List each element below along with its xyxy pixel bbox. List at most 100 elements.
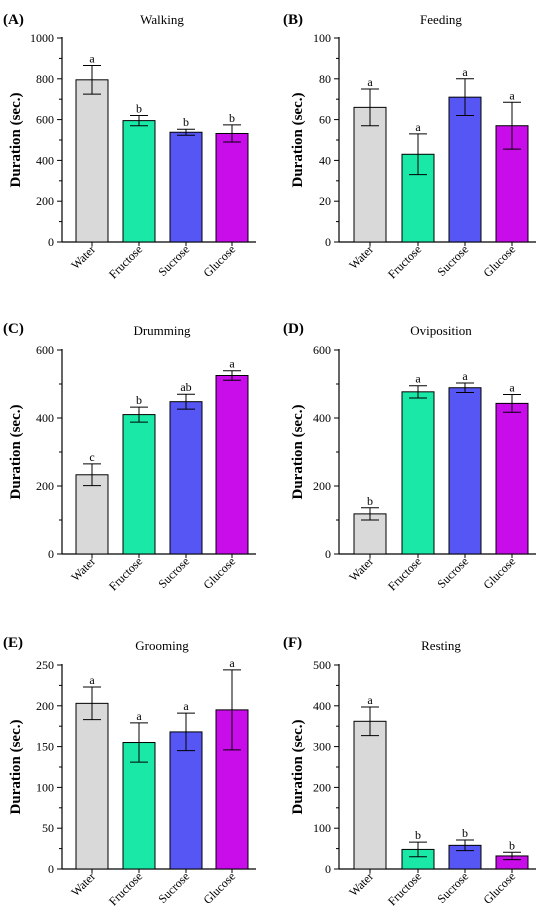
- x-category-label: Water: [346, 554, 376, 584]
- chart-panel: (A) Walking Duration (sec.) 0 200 400 600 800 10…: [3, 12, 256, 281]
- y-tick-label: 400: [36, 411, 54, 425]
- chart-panel: (C) Drumming Duration (sec.) 0 200 400 600 c Wat…: [3, 321, 256, 593]
- significance-label: a: [509, 381, 515, 395]
- chart-title: Grooming: [135, 638, 189, 653]
- y-tick-label: 600: [36, 113, 54, 127]
- x-category-label: Fructose: [106, 554, 145, 593]
- x-category-label: Sucrose: [155, 554, 192, 591]
- chart-title: Walking: [140, 12, 184, 27]
- chart-panel: (B) Feeding Duration (sec.) 0 20 40 60 80 100 a Wa…: [283, 12, 536, 281]
- y-tick-label: 400: [313, 411, 331, 425]
- significance-label: b: [462, 826, 468, 840]
- panel-label: (A): [3, 12, 24, 28]
- significance-label: a: [89, 673, 95, 687]
- significance-label: a: [89, 52, 95, 66]
- significance-label: b: [183, 115, 189, 129]
- y-axis-label: Duration (sec.): [8, 93, 24, 188]
- x-category-label: Glucose: [200, 869, 238, 907]
- chart-title: Resting: [421, 638, 461, 653]
- y-tick-label: 600: [313, 343, 331, 357]
- x-category-label: Fructose: [385, 554, 424, 593]
- bar-sucrose: [169, 731, 203, 870]
- y-tick-label: 60: [319, 113, 331, 127]
- bar-water: [75, 79, 109, 243]
- y-tick-label: 600: [36, 343, 54, 357]
- significance-label: b: [415, 828, 421, 842]
- significance-label: a: [367, 693, 373, 707]
- y-tick-label: 40: [319, 153, 331, 167]
- y-tick-label: 200: [36, 699, 54, 713]
- bar-fructose: [401, 391, 435, 555]
- y-axis-label: Duration (sec.): [290, 405, 306, 500]
- x-category-label: Sucrose: [155, 869, 192, 906]
- x-category-label: Glucose: [480, 869, 518, 907]
- y-axis-label: Duration (sec.): [8, 720, 24, 815]
- x-category-label: Glucose: [200, 242, 238, 280]
- y-axis-label: Duration (sec.): [8, 405, 24, 500]
- x-category-label: Glucose: [480, 554, 518, 592]
- y-tick-label: 150: [36, 740, 54, 754]
- y-tick-label: 200: [313, 479, 331, 493]
- x-category-label: Glucose: [480, 242, 518, 280]
- panel-label: (E): [3, 635, 23, 651]
- bar-glucose: [495, 402, 529, 555]
- x-category-label: Water: [346, 869, 376, 899]
- y-tick-label: 0: [48, 862, 54, 876]
- significance-label: a: [415, 120, 421, 134]
- bar-sucrose: [448, 96, 482, 243]
- y-tick-label: 500: [313, 658, 331, 672]
- x-category-label: Water: [68, 242, 98, 272]
- panel-label: (B): [283, 12, 303, 28]
- significance-label: c: [89, 450, 94, 464]
- x-category-label: Sucrose: [434, 242, 471, 279]
- y-tick-label: 0: [48, 547, 54, 561]
- y-tick-label: 0: [325, 547, 331, 561]
- bar-sucrose: [448, 387, 482, 555]
- bar-water: [75, 474, 109, 555]
- chart-title: Oviposition: [410, 323, 472, 338]
- significance-label: b: [367, 494, 373, 508]
- y-tick-label: 0: [325, 862, 331, 876]
- chart-title: Drumming: [133, 323, 191, 338]
- bar-water: [353, 106, 387, 243]
- y-tick-label: 20: [319, 194, 331, 208]
- x-category-label: Fructose: [385, 242, 424, 281]
- y-tick-label: 100: [313, 31, 331, 45]
- y-tick-label: 100: [313, 821, 331, 835]
- y-tick-label: 800: [36, 72, 54, 86]
- significance-label: a: [229, 656, 235, 670]
- y-tick-label: 400: [36, 153, 54, 167]
- y-tick-label: 400: [313, 699, 331, 713]
- y-tick-label: 50: [42, 821, 54, 835]
- bar-water: [353, 720, 387, 870]
- y-tick-label: 200: [36, 194, 54, 208]
- x-category-label: Sucrose: [434, 869, 471, 906]
- y-tick-label: 0: [325, 235, 331, 249]
- bar-glucose: [215, 132, 249, 243]
- x-category-label: Sucrose: [434, 554, 471, 591]
- significance-label: b: [136, 102, 142, 116]
- chart-title: Feeding: [420, 12, 462, 27]
- y-tick-label: 0: [48, 235, 54, 249]
- y-tick-label: 250: [36, 658, 54, 672]
- significance-label: b: [136, 393, 142, 407]
- x-category-label: Fructose: [106, 869, 145, 908]
- x-category-label: Water: [68, 869, 98, 899]
- significance-label: b: [229, 111, 235, 125]
- bar-glucose: [215, 375, 249, 555]
- x-category-label: Water: [68, 554, 98, 584]
- significance-label: ab: [180, 380, 191, 394]
- bar-water: [75, 702, 109, 870]
- panel-label: (D): [283, 321, 304, 337]
- bar-sucrose: [169, 401, 203, 555]
- panel-label: (F): [283, 635, 302, 651]
- chart-panel: (D) Oviposition Duration (sec.) 0 200 400 600 b…: [283, 321, 536, 593]
- significance-label: a: [367, 75, 373, 89]
- y-tick-label: 300: [313, 740, 331, 754]
- y-axis-label: Duration (sec.): [290, 720, 306, 815]
- x-category-label: Fructose: [385, 869, 424, 908]
- chart-panel: (E) Grooming Duration (sec.) 0 50 100 150 200 25…: [3, 635, 256, 908]
- significance-label: a: [136, 709, 142, 723]
- significance-label: a: [462, 65, 468, 79]
